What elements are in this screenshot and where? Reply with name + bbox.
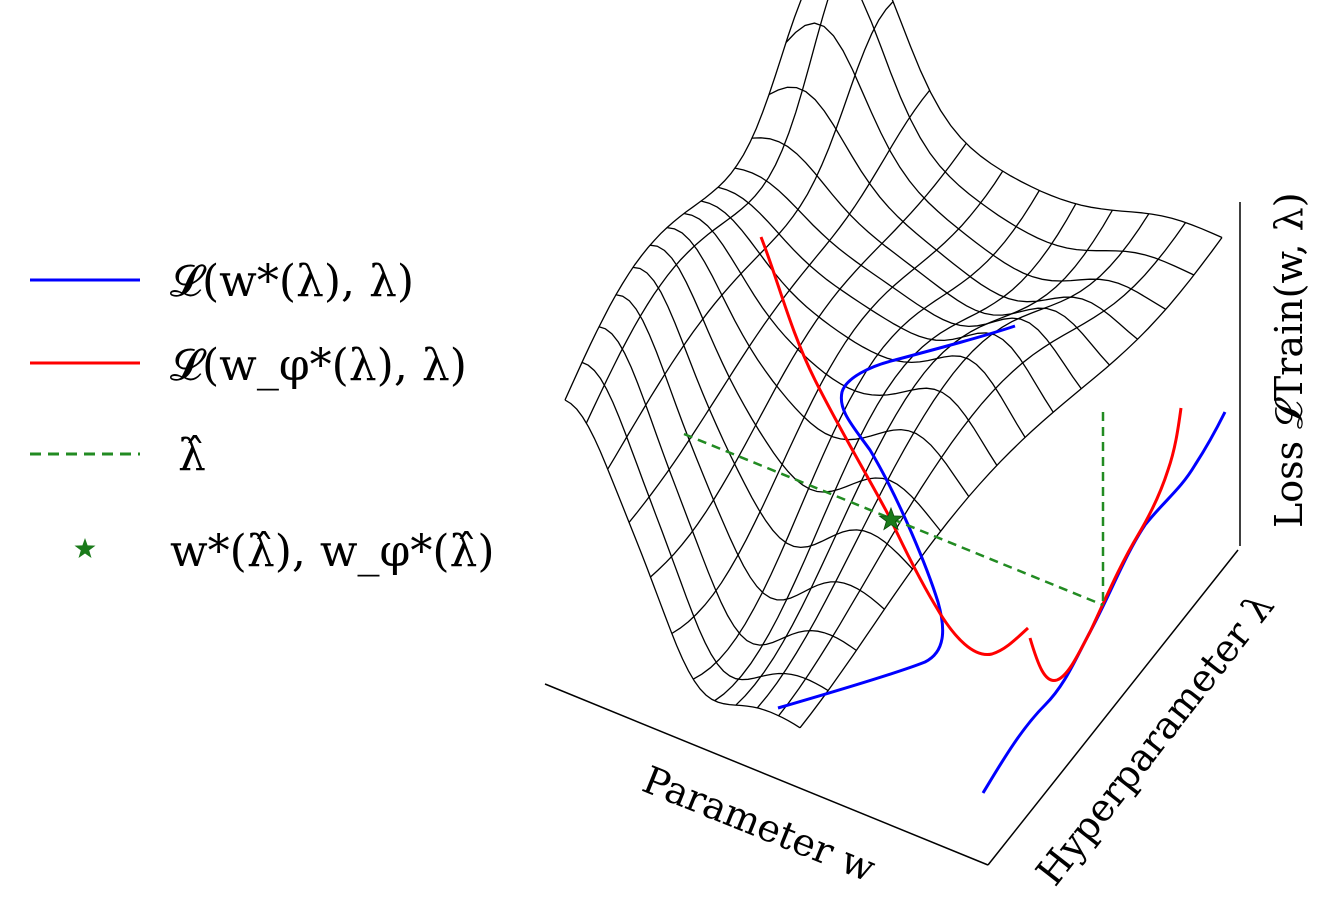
surface-grid-line-lambda	[683, 212, 998, 466]
surface-grid-line-w	[671, 170, 1004, 635]
surface-grid-line-w	[756, 213, 1150, 709]
approx-response-projection	[1028, 407, 1183, 682]
surface-grid-line-w	[735, 209, 1113, 706]
surface-grid-line-w	[799, 237, 1223, 729]
surface-grid-line-lambda	[700, 200, 1026, 438]
surface-grid-line-w	[714, 203, 1077, 702]
surface-grid-line-lambda	[564, 399, 801, 729]
surface-grid-line-lambda	[666, 226, 970, 497]
legend-label-red: 𝓛(w_φ*(λ), λ)	[170, 340, 467, 391]
legend-label-optimum: w*(λ̂), w_φ*(λ̂)	[170, 526, 495, 577]
optimum-star-icon	[878, 506, 904, 531]
legend-label-blue: 𝓛(w*(λ), λ)	[170, 256, 414, 307]
surface-grid-line-lambda	[581, 361, 829, 692]
surface-grid-line-lambda	[785, 22, 1167, 310]
surface-grid-line-lambda	[598, 326, 857, 651]
surface-grid-line-w	[650, 143, 967, 578]
legend-star-icon	[74, 538, 96, 558]
x-axis-label: Parameter w	[637, 758, 882, 891]
surface-grid-line-w	[564, 0, 802, 401]
surface-grid-line-lambda	[717, 186, 1054, 413]
surface-grid-line-lambda	[891, 0, 1223, 239]
legend: 𝓛(w*(λ), λ) 𝓛(w_φ*(λ), λ) λ̂ w*(λ̂), w_φ…	[30, 256, 495, 577]
surface-grid-line-w	[692, 190, 1040, 680]
surface-grid-line-lambda	[861, 0, 1195, 276]
surface-grid-line-w	[628, 89, 931, 523]
surface-grid-line-w	[585, 0, 829, 424]
surface-grid-line-w	[778, 222, 1187, 717]
surface-grid-line-lambda	[649, 244, 942, 532]
surface-grid-line-lambda	[632, 266, 913, 570]
z-axis-label: Loss 𝓛Train(w, λ)	[1267, 192, 1311, 528]
approx-response-curve	[759, 236, 1030, 657]
surface-grid-line-lambda	[751, 137, 1110, 366]
surface-grid-line-lambda	[734, 167, 1082, 390]
legend-label-lambda-hat: λ̂	[178, 430, 206, 481]
surface-grid-line-lambda	[615, 294, 885, 610]
surface-grid-line-lambda	[768, 86, 1139, 340]
axes-frame	[544, 202, 1241, 866]
best-response-curve	[777, 324, 1016, 710]
surface-grid-line-w	[607, 1, 894, 470]
loss-surface	[564, 0, 1223, 729]
y-axis-label: Hyperparameter λ	[1027, 584, 1282, 893]
